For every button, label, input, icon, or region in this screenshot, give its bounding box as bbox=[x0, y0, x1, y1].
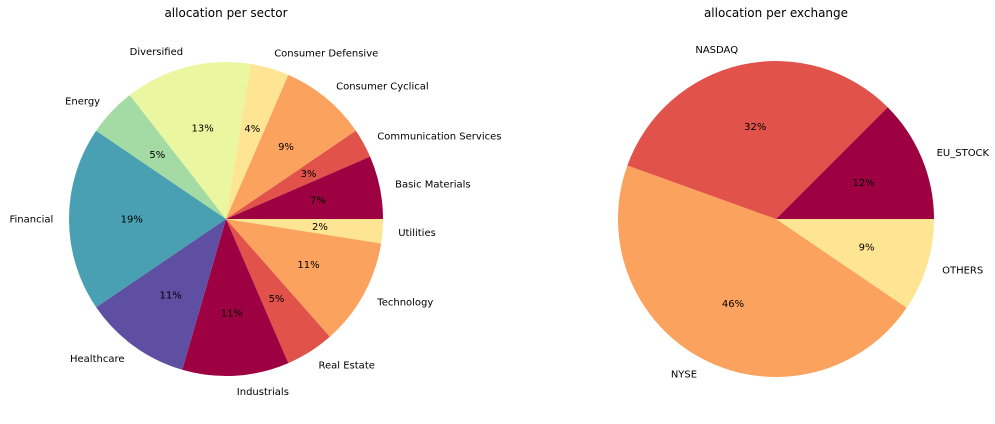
sector-slice-label-real-estate: Real Estate bbox=[319, 360, 375, 371]
sector-pct-label-basic-materials: 7% bbox=[310, 195, 326, 206]
sector-pct-label-consumer-cyclical: 9% bbox=[278, 142, 294, 153]
sector-pct-label-technology: 11% bbox=[297, 260, 319, 271]
sector-slice-label-financial: Financial bbox=[10, 215, 54, 226]
exchange-slice-nasdaq bbox=[627, 61, 888, 219]
sector-pct-label-utilities: 2% bbox=[312, 222, 328, 233]
sector-slice-diversified bbox=[129, 61, 251, 219]
exchange-slice-nyse bbox=[617, 165, 907, 378]
sector-slice-technology bbox=[226, 219, 382, 337]
sector-chart-title: allocation per sector bbox=[164, 6, 287, 20]
sector-pct-label-real-estate: 5% bbox=[269, 294, 285, 305]
sector-pct-label-healthcare: 11% bbox=[159, 291, 181, 302]
sector-slice-label-diversified: Diversified bbox=[130, 47, 183, 58]
sector-slice-consumer-defensive bbox=[226, 63, 289, 220]
exchange-slice-label-nyse: NYSE bbox=[671, 369, 697, 380]
exchange-slice-label-nasdaq: NASDAQ bbox=[695, 45, 738, 56]
sector-slice-communication-services bbox=[226, 130, 371, 219]
sector-slice-healthcare bbox=[96, 219, 227, 370]
sector-slice-label-healthcare: Healthcare bbox=[70, 354, 125, 365]
exchange-slice-label-eu-stock: EU_STOCK bbox=[937, 148, 990, 159]
sector-pct-label-financial: 19% bbox=[121, 215, 143, 226]
sector-slice-label-consumer-cyclical: Consumer Cyclical bbox=[336, 81, 429, 92]
sector-pct-label-communication-services: 3% bbox=[301, 169, 317, 180]
sector-slice-basic-materials bbox=[226, 156, 383, 219]
sector-pct-label-energy: 5% bbox=[149, 150, 165, 161]
exchange-pie-chart: allocation per exchange 12% EU_STOCK 32% NA… bbox=[617, 6, 990, 380]
exchange-chart-title: allocation per exchange bbox=[704, 6, 848, 20]
sector-pct-label-industrials: 11% bbox=[221, 309, 243, 320]
sector-slice-industrials bbox=[182, 219, 289, 377]
sector-pie-chart: allocation per sector 7% Basic Materials 3… bbox=[10, 6, 502, 398]
sector-slice-label-communication-services: Communication Services bbox=[377, 131, 501, 142]
exchange-pct-label-nyse: 46% bbox=[722, 299, 744, 310]
sector-slice-label-utilities: Utilities bbox=[398, 228, 436, 239]
exchange-pct-label-others: 9% bbox=[859, 242, 875, 253]
sector-slice-consumer-cyclical bbox=[226, 74, 356, 219]
sector-slice-utilities bbox=[226, 219, 383, 244]
sector-slice-label-technology: Technology bbox=[376, 298, 433, 309]
sector-slice-label-industrials: Industrials bbox=[237, 387, 289, 398]
sector-slice-label-energy: Energy bbox=[65, 96, 100, 107]
exchange-slice-eu-stock bbox=[776, 107, 934, 219]
exchange-slice-others bbox=[776, 219, 934, 308]
sector-slice-real-estate bbox=[226, 219, 330, 364]
sector-pct-label-consumer-defensive: 4% bbox=[244, 124, 260, 135]
exchange-pct-label-nasdaq: 32% bbox=[744, 122, 766, 133]
sector-slice-label-basic-materials: Basic Materials bbox=[395, 180, 471, 191]
exchange-pct-label-eu-stock: 12% bbox=[852, 178, 874, 189]
sector-pct-label-diversified: 13% bbox=[191, 123, 213, 134]
sector-slice-label-consumer-defensive: Consumer Defensive bbox=[274, 49, 378, 60]
sector-slice-energy bbox=[96, 94, 227, 219]
sector-slice-financial bbox=[68, 130, 226, 308]
exchange-slice-label-others: OTHERS bbox=[942, 266, 983, 277]
